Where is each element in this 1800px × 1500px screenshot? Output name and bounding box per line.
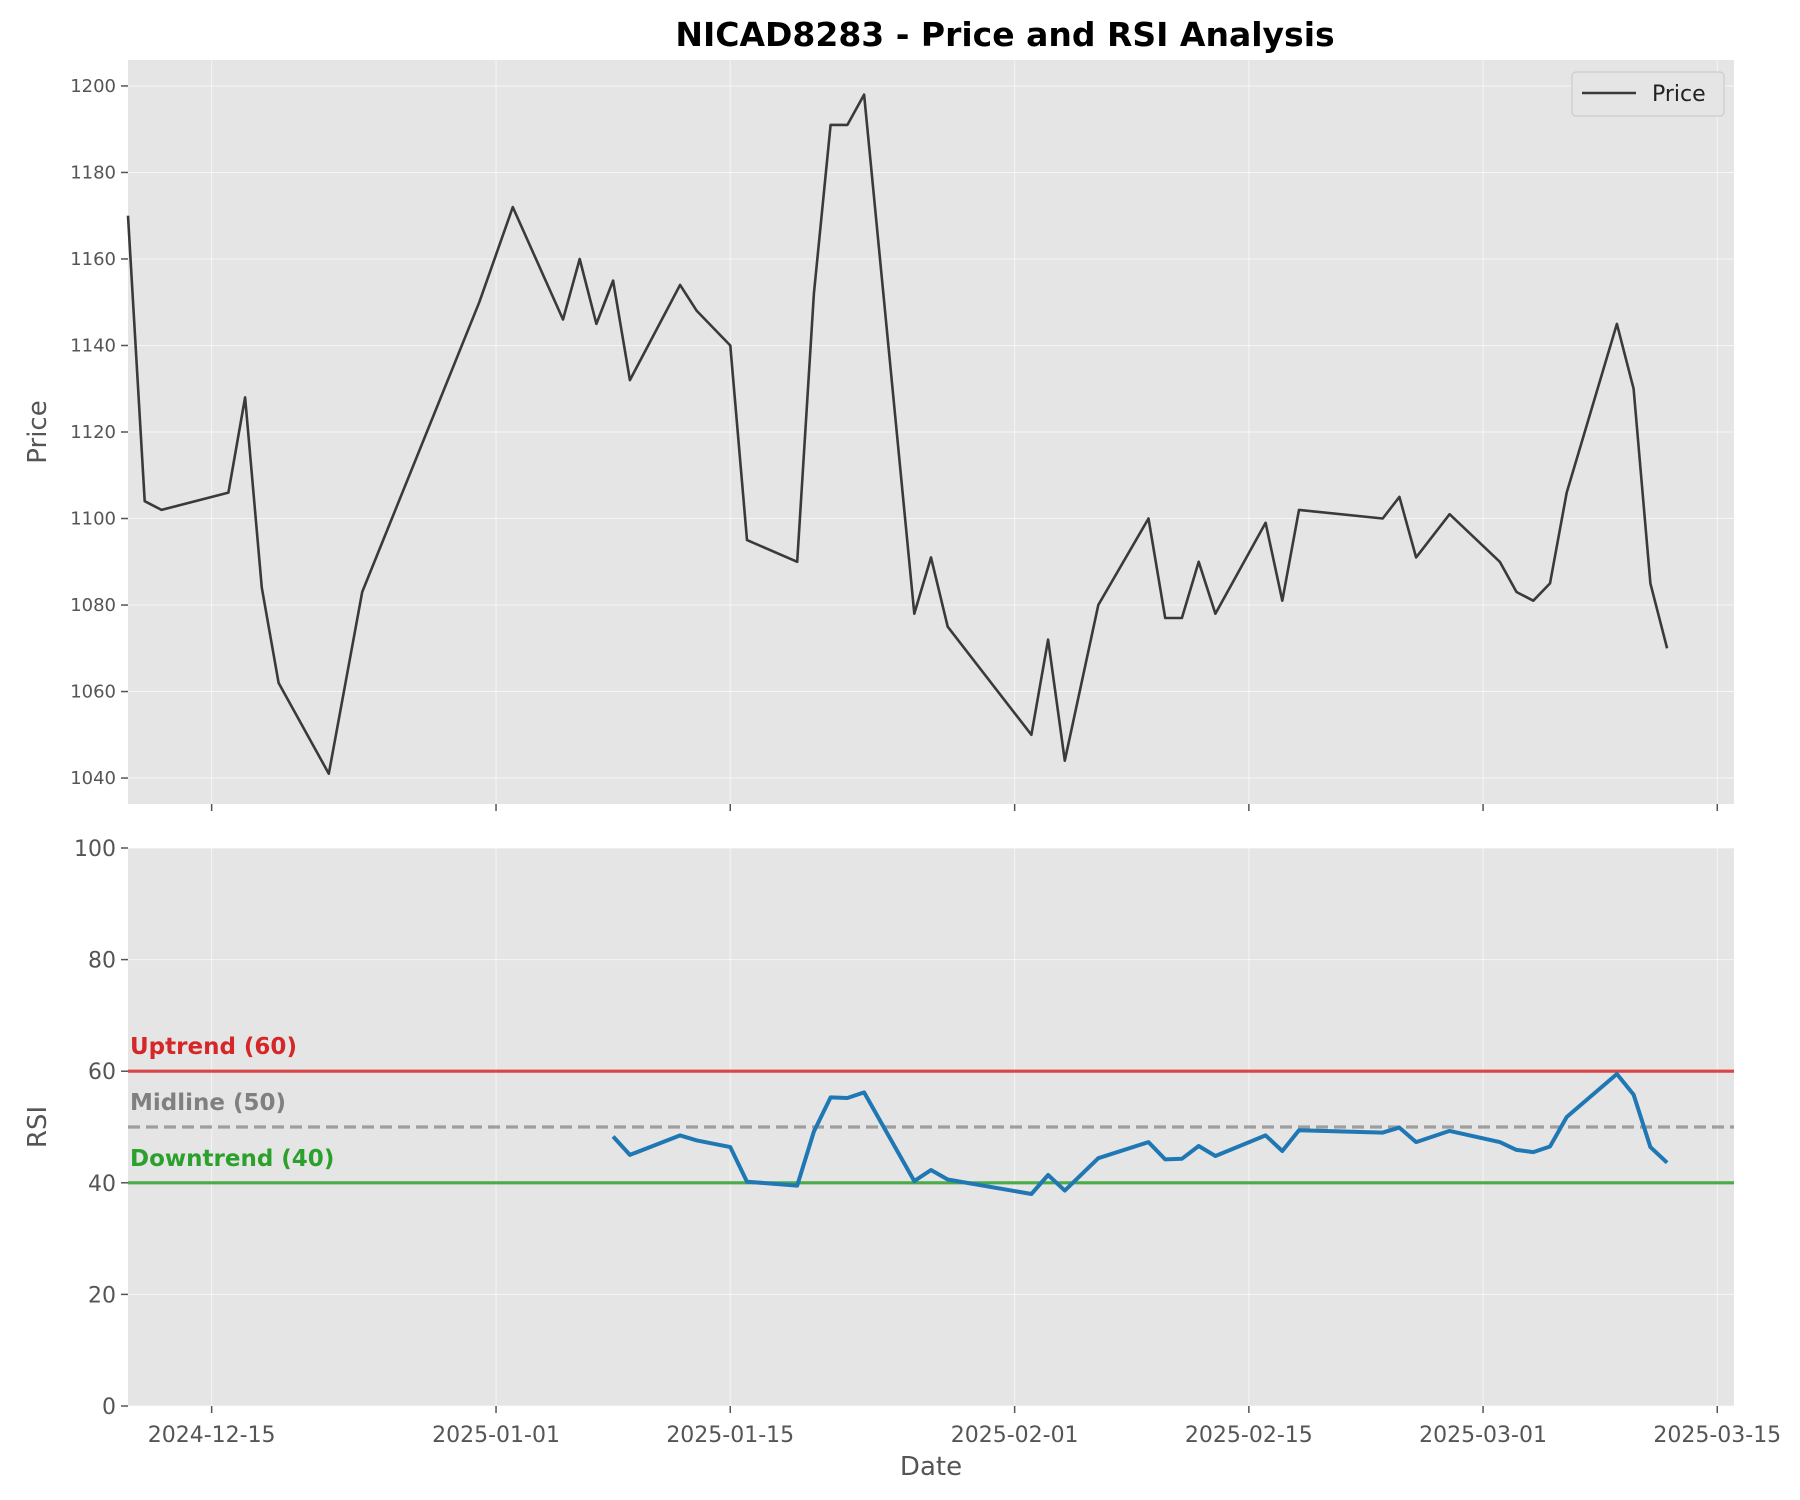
price-y-tick-label: 1120 [70, 422, 116, 443]
rsi-y-tick-label: 60 [88, 1060, 116, 1085]
price-y-tick-label: 1080 [70, 595, 116, 616]
rsi-x-ticks: 2024-12-15 2025-01-01 2025-01-15 2025-02-01… [148, 1406, 1781, 1448]
x-tick-label: 2024-12-15 [148, 1423, 276, 1448]
price-x-ticks [210, 804, 1719, 811]
legend-box [1571, 71, 1725, 117]
rsi-y-tick-label: 80 [88, 949, 116, 974]
rsi-y-tick-label: 40 [88, 1172, 116, 1197]
rsi-reference-lines: Uptrend (60) Midline (50) Downtrend (40) [128, 1034, 1734, 1185]
price-panel: 1040 1060 1080 1100 1120 1140 1160 1180 1200 Pri… [23, 60, 1734, 811]
price-y-tick-label: 1060 [70, 682, 116, 703]
x-tick-label: 2025-02-15 [1185, 1423, 1313, 1448]
rsi-panel: 0 20 40 60 80 100 2024-12-15 2025-01-01 2025-01… [23, 837, 1781, 1482]
rsi-y-axis-label: RSI [23, 1106, 53, 1148]
rsi-y-tick-label: 20 [88, 1283, 116, 1308]
price-y-axis-label: Price [23, 400, 53, 463]
price-y-tick-label: 1180 [70, 162, 116, 183]
price-y-tick-label: 1040 [70, 768, 116, 789]
x-tick-label: 2025-03-15 [1653, 1423, 1781, 1448]
rsi-y-ticks: 0 20 40 60 80 100 [74, 837, 128, 1420]
legend-label-price: Price [1652, 82, 1706, 107]
x-tick-label: 2025-03-01 [1419, 1423, 1547, 1448]
chart-title: NICAD8283 - Price and RSI Analysis [675, 15, 1334, 54]
price-legend: Price [1571, 71, 1725, 117]
price-y-ticks: 1040 1060 1080 1100 1120 1140 1160 1180 1200 [70, 76, 128, 789]
x-axis-label: Date [900, 1452, 962, 1482]
price-y-tick-label: 1200 [70, 76, 116, 97]
price-grid [128, 60, 1734, 804]
rsi-y-tick-label: 100 [74, 837, 116, 862]
ref-label-40: Downtrend (40) [130, 1146, 334, 1172]
rsi-series-line [611, 1072, 1669, 1196]
x-tick-label: 2025-02-01 [951, 1423, 1079, 1448]
price-series-line [126, 93, 1669, 775]
price-y-tick-label: 1100 [70, 509, 116, 530]
x-tick-label: 2025-01-15 [666, 1423, 794, 1448]
x-tick-label: 2025-01-01 [432, 1423, 560, 1448]
rsi-y-tick-label: 0 [102, 1395, 116, 1420]
ref-label-50: Midline (50) [130, 1090, 286, 1116]
ref-label-60: Uptrend (60) [130, 1034, 297, 1060]
price-y-tick-label: 1140 [70, 335, 116, 356]
price-y-tick-label: 1160 [70, 249, 116, 270]
